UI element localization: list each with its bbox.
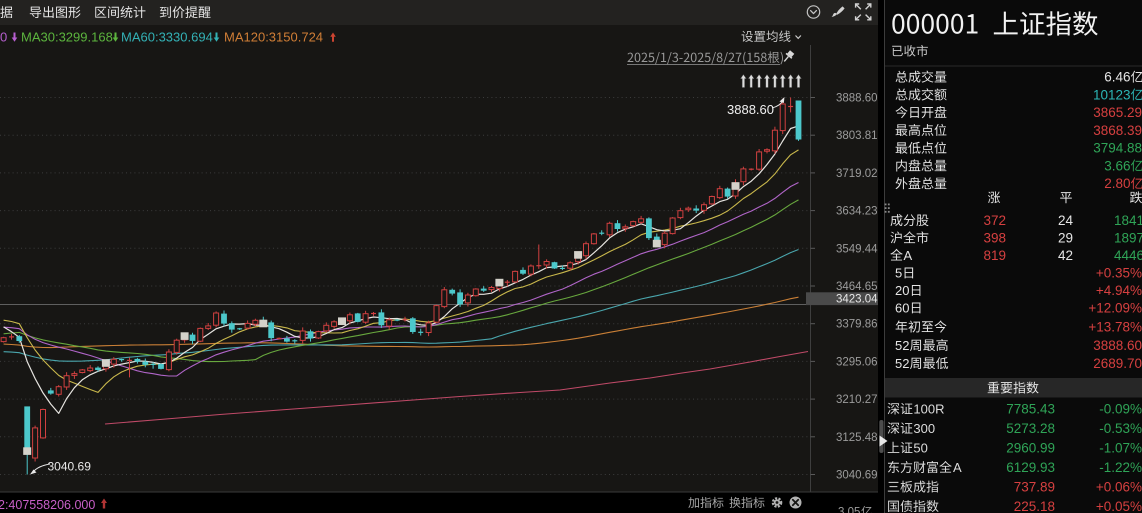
svg-text:60: 60 bbox=[895, 301, 909, 316]
svg-text:3210.27: 3210.27 bbox=[836, 394, 878, 406]
svg-text:7785.43: 7785.43 bbox=[1006, 402, 1055, 417]
svg-text:-0.09%: -0.09% bbox=[1099, 402, 1142, 417]
svg-text:5273.28: 5273.28 bbox=[1006, 421, 1055, 436]
svg-text:3549.44: 3549.44 bbox=[836, 243, 878, 255]
svg-text:3868.39: 3868.39 bbox=[1093, 123, 1142, 138]
svg-text:+12.09%: +12.09% bbox=[1088, 301, 1142, 316]
svg-text:6.46: 6.46 bbox=[1104, 70, 1130, 85]
svg-text:10123: 10123 bbox=[1093, 87, 1131, 102]
svg-text:3.05: 3.05 bbox=[838, 507, 860, 513]
svg-text:1897: 1897 bbox=[1114, 230, 1142, 245]
svg-text:2689.70: 2689.70 bbox=[1093, 356, 1142, 371]
svg-text:3794.88: 3794.88 bbox=[1093, 141, 1142, 156]
svg-text:+0.06%: +0.06% bbox=[1096, 480, 1142, 495]
svg-text:MA60:3330.694: MA60:3330.694 bbox=[121, 30, 213, 45]
svg-text:MA120:3150.724: MA120:3150.724 bbox=[224, 30, 323, 45]
svg-text:MA30:3299.168: MA30:3299.168 bbox=[21, 30, 113, 45]
svg-text:+0.35%: +0.35% bbox=[1096, 266, 1142, 281]
svg-text:3379.86: 3379.86 bbox=[836, 319, 878, 331]
svg-text:52: 52 bbox=[895, 356, 909, 371]
svg-text:4446: 4446 bbox=[1114, 248, 1142, 263]
svg-text:225.18: 225.18 bbox=[1014, 499, 1055, 513]
svg-text:A: A bbox=[904, 248, 913, 263]
svg-text:52: 52 bbox=[895, 338, 909, 353]
svg-text:3295.06: 3295.06 bbox=[836, 356, 878, 368]
svg-text:3803.81: 3803.81 bbox=[836, 130, 878, 142]
svg-text:-1.07%: -1.07% bbox=[1099, 441, 1142, 456]
svg-text:-0.53%: -0.53% bbox=[1099, 421, 1142, 436]
svg-text:3.66: 3.66 bbox=[1104, 158, 1130, 173]
svg-text:3040.69: 3040.69 bbox=[48, 460, 92, 474]
svg-text:5: 5 bbox=[895, 266, 902, 281]
svg-text:A: A bbox=[953, 460, 962, 475]
svg-text:3865.29: 3865.29 bbox=[1093, 105, 1142, 120]
svg-text:100R: 100R bbox=[913, 402, 944, 417]
svg-text:3634.23: 3634.23 bbox=[836, 206, 878, 218]
svg-text:2960.99: 2960.99 bbox=[1006, 441, 1055, 456]
svg-text:3719.02: 3719.02 bbox=[836, 168, 878, 180]
svg-text:42: 42 bbox=[1058, 248, 1073, 263]
svg-text:50: 50 bbox=[913, 441, 927, 456]
svg-text:3125.48: 3125.48 bbox=[836, 432, 878, 444]
svg-text:29: 29 bbox=[1058, 230, 1073, 245]
svg-text:1841: 1841 bbox=[1114, 213, 1142, 228]
svg-text:+0.05%: +0.05% bbox=[1096, 499, 1142, 513]
svg-text:372: 372 bbox=[983, 213, 1006, 228]
svg-text:3464.65: 3464.65 bbox=[836, 281, 878, 293]
svg-text:2:407558206.000: 2:407558206.000 bbox=[0, 498, 95, 512]
svg-text:20: 20 bbox=[895, 283, 909, 298]
svg-text:3888.60: 3888.60 bbox=[836, 93, 878, 105]
svg-text:737.89: 737.89 bbox=[1014, 480, 1055, 495]
svg-text:0: 0 bbox=[0, 30, 7, 45]
svg-text:3888.60: 3888.60 bbox=[1093, 338, 1142, 353]
svg-text:819: 819 bbox=[983, 248, 1006, 263]
svg-text:2.80: 2.80 bbox=[1104, 176, 1130, 191]
svg-text:+13.78%: +13.78% bbox=[1088, 320, 1142, 335]
svg-text:-1.22%: -1.22% bbox=[1099, 460, 1142, 475]
svg-text:3423.04: 3423.04 bbox=[836, 293, 878, 305]
svg-text:398: 398 bbox=[983, 230, 1006, 245]
svg-text:3040.69: 3040.69 bbox=[836, 470, 878, 482]
svg-text:+4.94%: +4.94% bbox=[1096, 283, 1142, 298]
svg-text:6129.93: 6129.93 bbox=[1006, 460, 1055, 475]
svg-text:3888.60: 3888.60 bbox=[727, 102, 774, 117]
svg-text:24: 24 bbox=[1058, 213, 1074, 228]
svg-text:300: 300 bbox=[913, 421, 935, 436]
